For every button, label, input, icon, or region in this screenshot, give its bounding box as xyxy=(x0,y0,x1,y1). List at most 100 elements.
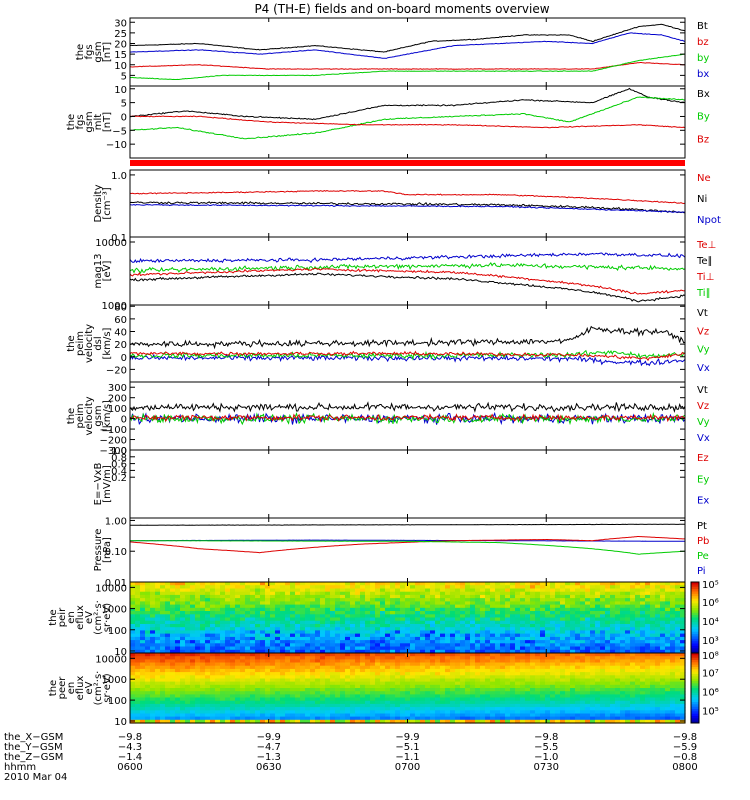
heatmap-cell xyxy=(490,640,496,644)
heatmap-cell xyxy=(320,707,326,711)
heatmap-cell xyxy=(330,640,336,644)
heatmap-cell xyxy=(550,665,556,670)
heatmap-cell xyxy=(175,694,181,699)
heatmap-cell xyxy=(415,630,421,635)
heatmap-cell xyxy=(155,643,161,648)
heatmap-cell xyxy=(595,607,601,612)
heatmap-cell xyxy=(425,700,431,705)
heatmap-cell xyxy=(615,594,621,599)
heatmap-cell xyxy=(520,697,526,702)
heatmap-cell xyxy=(565,681,571,686)
heatmap-cell xyxy=(130,614,136,619)
heatmap-cell xyxy=(560,604,566,609)
heatmap-cell xyxy=(185,604,191,609)
heatmap-cell xyxy=(150,585,156,589)
heatmap-cell xyxy=(345,636,351,641)
heatmap-cell xyxy=(610,710,616,715)
heatmap-cell xyxy=(540,668,546,673)
heatmap-cell xyxy=(290,688,296,692)
heatmap-cell xyxy=(630,620,636,625)
heatmap-cell xyxy=(190,640,196,644)
heatmap-cell xyxy=(515,710,521,715)
heatmap-cell xyxy=(330,694,336,699)
heatmap-cell xyxy=(390,588,396,593)
heatmap-cell xyxy=(455,713,461,718)
heatmap-cell xyxy=(160,653,166,657)
heatmap-cell xyxy=(185,665,191,670)
heatmap-cell xyxy=(470,684,476,689)
heatmap-cell xyxy=(465,710,471,715)
heatmap-cell xyxy=(650,598,656,602)
heatmap-cell xyxy=(520,585,526,589)
heatmap-cell xyxy=(400,627,406,631)
heatmap-cell xyxy=(550,653,556,657)
heatmap-cell xyxy=(155,620,161,625)
heatmap-cell xyxy=(450,678,456,683)
legend-entry: Ti∥ xyxy=(696,288,711,299)
heatmap-cell xyxy=(205,719,211,724)
heatmap-cell xyxy=(210,653,216,657)
heatmap-cell xyxy=(265,643,271,648)
heatmap-cell xyxy=(200,678,206,683)
heatmap-cell xyxy=(390,643,396,648)
heatmap-cell xyxy=(150,640,156,644)
heatmap-cell xyxy=(190,604,196,609)
heatmap-cell xyxy=(205,640,211,644)
heatmap-cell xyxy=(420,653,426,657)
heatmap-cell xyxy=(675,627,681,631)
heatmap-cell xyxy=(520,630,526,635)
heatmap-cell xyxy=(395,624,401,628)
heatmap-cell xyxy=(170,688,176,692)
heatmap-cell xyxy=(475,601,481,606)
heatmap-cell xyxy=(365,719,371,724)
heatmap-cell xyxy=(625,662,631,667)
heatmap-cell xyxy=(480,707,486,711)
heatmap-cell xyxy=(520,643,526,648)
heatmap-cell xyxy=(580,672,586,676)
heatmap-cell xyxy=(445,659,451,664)
heatmap-cell xyxy=(490,620,496,625)
heatmap-cell xyxy=(655,588,661,593)
heatmap-cell xyxy=(510,656,516,660)
heatmap-cell xyxy=(335,694,341,699)
heatmap-cell xyxy=(350,697,356,702)
heatmap-cell xyxy=(390,691,396,695)
heatmap-cell xyxy=(365,694,371,699)
heatmap-cell xyxy=(330,703,336,708)
heatmap-cell xyxy=(425,607,431,612)
heatmap-cell xyxy=(280,653,286,657)
heatmap-cell xyxy=(335,630,341,635)
heatmap-cell xyxy=(260,611,266,615)
heatmap-cell xyxy=(510,585,516,589)
heatmap-cell xyxy=(135,697,141,702)
heatmap-cell xyxy=(400,662,406,667)
heatmap-cell xyxy=(190,601,196,606)
heatmap-cell xyxy=(465,624,471,628)
heatmap-cell xyxy=(625,627,631,631)
heatmap-cell xyxy=(525,588,531,593)
heatmap-cell xyxy=(450,611,456,615)
heatmap-cell xyxy=(455,678,461,683)
heatmap-cell xyxy=(355,659,361,664)
heatmap-cell xyxy=(415,591,421,596)
heatmap-cell xyxy=(135,627,141,631)
heatmap-cell xyxy=(210,611,216,615)
heatmap-cell xyxy=(530,630,536,635)
y-tick-label: 80 xyxy=(114,302,127,313)
legend-entry: Vz xyxy=(697,401,709,412)
heatmap-cell xyxy=(275,598,281,602)
heatmap-cell xyxy=(425,684,431,689)
heatmap-cell xyxy=(265,604,271,609)
heatmap-cell xyxy=(585,672,591,676)
heatmap-cell xyxy=(500,656,506,660)
heatmap-cell xyxy=(410,636,416,641)
heatmap-cell xyxy=(250,624,256,628)
heatmap-cell xyxy=(590,656,596,660)
heatmap-cell xyxy=(260,675,266,680)
heatmap-cell xyxy=(605,636,611,641)
heatmap-cell xyxy=(290,672,296,676)
heatmap-cell xyxy=(590,672,596,676)
heatmap-cell xyxy=(400,582,406,586)
heatmap-cell xyxy=(355,630,361,635)
heatmap-cell xyxy=(510,594,516,599)
